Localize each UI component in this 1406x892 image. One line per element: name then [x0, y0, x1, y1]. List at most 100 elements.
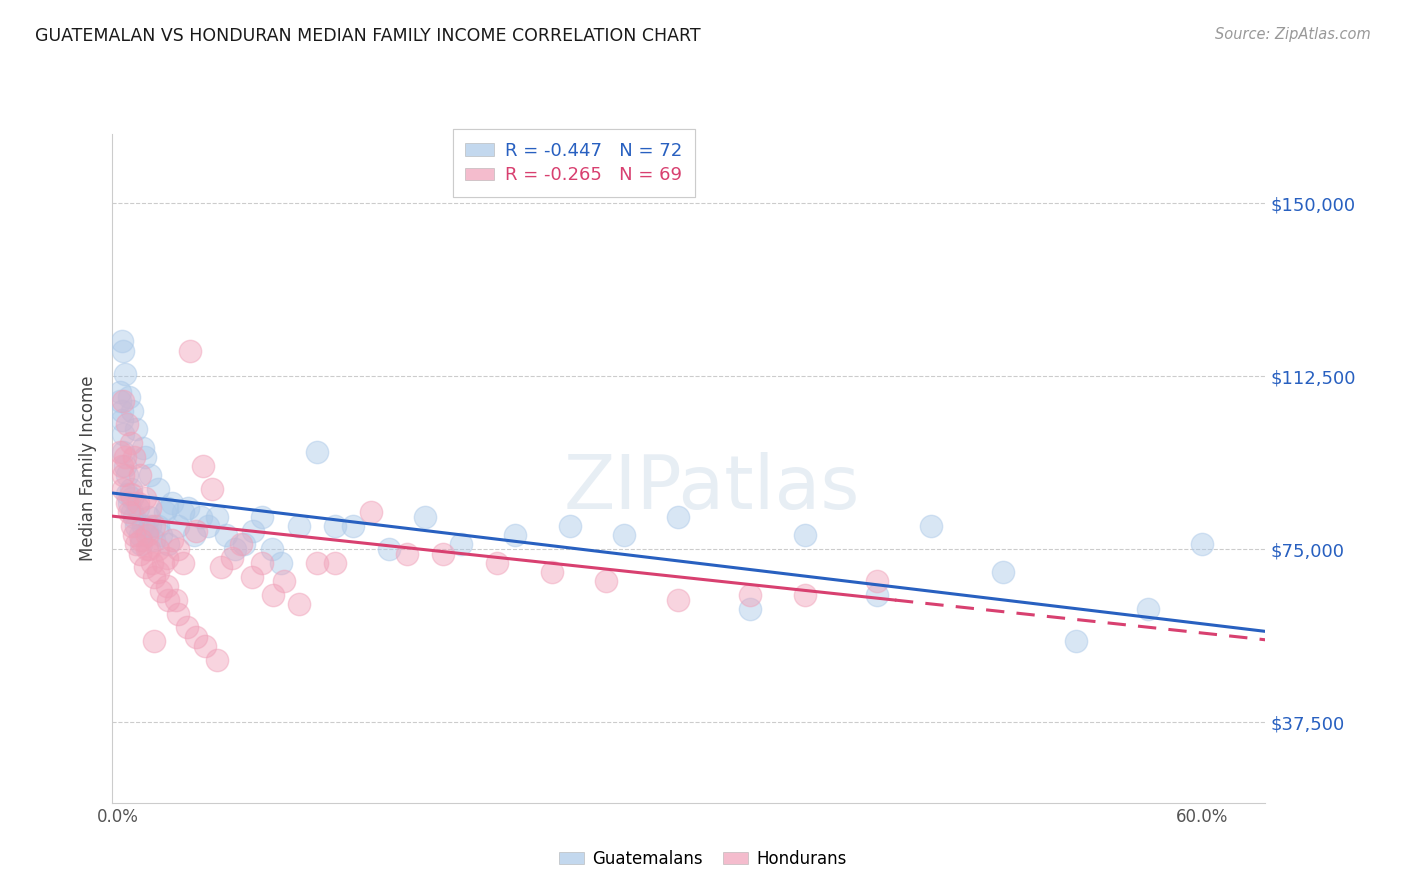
Point	[110, 403, 132, 417]
Point	[270, 556, 292, 570]
Point	[139, 468, 162, 483]
Point	[342, 519, 364, 533]
Point	[305, 556, 328, 570]
Point	[157, 592, 180, 607]
Point	[505, 528, 527, 542]
Point	[179, 343, 201, 358]
Point	[287, 519, 309, 533]
Point	[252, 509, 274, 524]
Point	[1191, 537, 1213, 551]
Point	[132, 519, 155, 533]
Point	[120, 482, 142, 496]
Point	[135, 542, 157, 557]
Point	[160, 496, 183, 510]
Point	[432, 547, 454, 561]
Point	[360, 505, 382, 519]
Point	[595, 574, 617, 589]
Point	[207, 653, 229, 667]
Point	[115, 496, 138, 510]
Point	[146, 519, 169, 533]
Point	[146, 542, 169, 557]
Point	[143, 519, 166, 533]
Point	[156, 500, 179, 515]
Point	[323, 519, 346, 533]
Point	[146, 482, 169, 496]
Point	[242, 524, 264, 538]
Legend: R = -0.447   N = 72, R = -0.265   N = 69: R = -0.447 N = 72, R = -0.265 N = 69	[453, 129, 695, 197]
Point	[138, 509, 160, 524]
Point	[121, 491, 143, 506]
Point	[131, 533, 153, 547]
Point	[150, 583, 173, 598]
Point	[118, 505, 141, 519]
Point	[558, 519, 581, 533]
Point	[166, 542, 188, 557]
Point	[112, 445, 135, 459]
Point	[110, 334, 132, 349]
Point	[131, 537, 153, 551]
Point	[135, 528, 157, 542]
Point	[262, 588, 284, 602]
Point	[183, 528, 205, 542]
Point	[134, 450, 156, 464]
Point	[209, 560, 232, 574]
Point	[260, 542, 283, 557]
Point	[666, 509, 689, 524]
Point	[166, 519, 188, 533]
Point	[201, 482, 224, 496]
Point	[215, 528, 238, 542]
Point	[252, 556, 274, 570]
Point	[112, 482, 135, 496]
Point	[666, 592, 689, 607]
Point	[793, 528, 815, 542]
Text: Source: ZipAtlas.com: Source: ZipAtlas.com	[1215, 27, 1371, 42]
Point	[115, 468, 138, 483]
Point	[229, 537, 252, 551]
Point	[121, 519, 143, 533]
Point	[305, 445, 328, 459]
Point	[177, 500, 200, 515]
Point	[128, 528, 150, 542]
Point	[121, 505, 143, 519]
Point	[413, 509, 436, 524]
Text: GUATEMALAN VS HONDURAN MEDIAN FAMILY INCOME CORRELATION CHART: GUATEMALAN VS HONDURAN MEDIAN FAMILY INC…	[35, 27, 700, 45]
Y-axis label: Median Family Income: Median Family Income	[79, 376, 97, 561]
Point	[112, 343, 135, 358]
Point	[134, 491, 156, 506]
Point	[128, 468, 150, 483]
Point	[143, 570, 166, 584]
Point	[156, 579, 179, 593]
Point	[122, 528, 145, 542]
Point	[920, 519, 942, 533]
Point	[176, 620, 198, 634]
Point	[134, 560, 156, 574]
Point	[866, 574, 889, 589]
Point	[141, 556, 163, 570]
Point	[153, 505, 176, 519]
Point	[121, 403, 143, 417]
Point	[122, 509, 145, 524]
Point	[793, 588, 815, 602]
Point	[184, 630, 207, 644]
Point	[166, 607, 188, 621]
Text: ZIPatlas: ZIPatlas	[564, 452, 860, 524]
Point	[993, 565, 1015, 579]
Point	[165, 592, 187, 607]
Point	[114, 450, 136, 464]
Point	[190, 509, 212, 524]
Point	[157, 537, 180, 551]
Point	[613, 528, 636, 542]
Point	[197, 519, 219, 533]
Point	[207, 509, 229, 524]
Point	[139, 500, 162, 515]
Point	[233, 537, 256, 551]
Point	[323, 556, 346, 570]
Point	[146, 565, 169, 579]
Point	[740, 602, 762, 616]
Point	[114, 367, 136, 381]
Point	[127, 496, 149, 510]
Point	[118, 496, 141, 510]
Point	[194, 639, 217, 653]
Point	[150, 528, 173, 542]
Point	[160, 533, 183, 547]
